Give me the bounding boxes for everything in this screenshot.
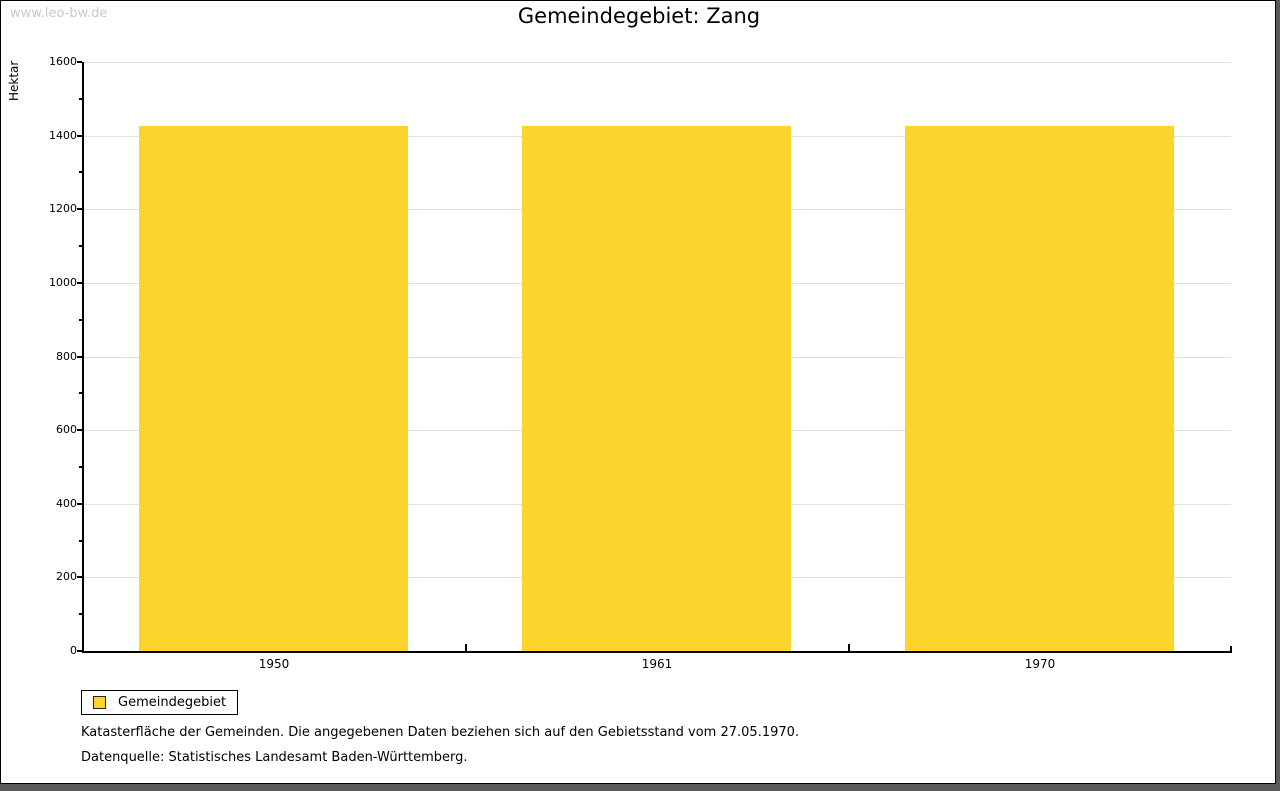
y-major-tick [77,134,82,137]
y-minor-tick [79,465,82,468]
watermark-url: www.leo-bw.de [10,6,108,21]
legend-box: Gemeindegebiet [81,690,239,715]
bar-1970 [905,126,1174,651]
x-tick-label-1950: 1950 [258,657,290,671]
y-major-tick [77,502,82,505]
chart-title: Gemeindegebiet: Zang [517,4,761,28]
legend-swatch-gemeindegebiet [93,696,106,709]
y-tick-label: 600 [56,423,77,437]
y-major-tick [77,576,82,579]
y-major-tick [77,650,82,652]
y-tick-label: 400 [56,496,77,510]
gridline [84,62,1231,63]
y-major-tick [77,355,82,358]
y-tick-label: 1200 [49,202,77,216]
y-minor-tick [79,392,82,395]
y-minor-tick [79,613,82,616]
y-tick-label: 1600 [49,55,77,68]
bar-1950 [139,126,408,651]
y-tick-label: 1000 [49,275,77,289]
y-tick-label: 800 [56,349,77,363]
y-major-tick [77,429,82,432]
x-axis-end-tick [1230,646,1232,651]
y-axis-line [82,62,84,653]
y-minor-tick [79,171,82,174]
bar-1961 [522,126,791,651]
y-minor-tick [79,318,82,321]
y-tick-label: 200 [56,570,77,584]
x-tick-label-1970: 1970 [1024,657,1056,671]
y-minor-tick [79,245,82,248]
y-major-tick [77,61,82,63]
x-boundary-tick [465,644,467,651]
x-tick-label-1961: 1961 [641,657,673,671]
y-major-tick [77,281,82,284]
y-major-tick [77,208,82,211]
y-minor-tick [79,97,82,100]
y-tick-label: 1400 [49,128,77,142]
y-minor-tick [79,539,82,542]
legend-label: Gemeindegebiet [118,695,227,710]
x-axis-line [82,651,1232,653]
y-tick-label: 0 [70,644,77,657]
footer-note: Katasterfläche der Gemeinden. Die angege… [81,725,800,740]
footer-source: Datenquelle: Statistisches Landesamt Bad… [81,750,468,765]
x-boundary-tick [848,644,850,651]
